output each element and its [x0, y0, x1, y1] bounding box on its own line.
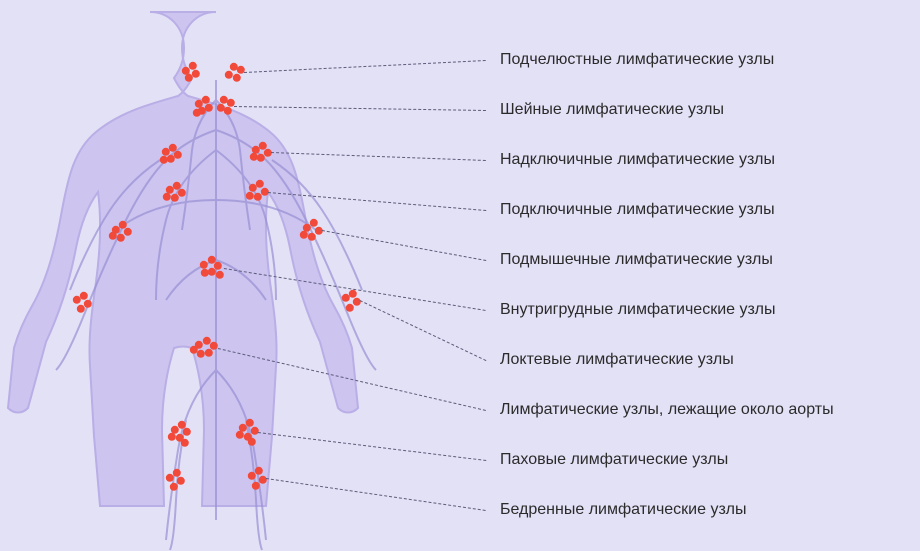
label-6: Локтевые лимфатические узлы — [500, 351, 734, 369]
label-1: Шейные лимфатические узлы — [500, 101, 724, 119]
label-0: Подчелюстные лимфатические узлы — [500, 51, 774, 69]
label-4: Подмышечные лимфатические узлы — [500, 251, 773, 269]
label-5: Внутригрудные лимфатические узлы — [500, 301, 775, 319]
label-9: Бедренные лимфатические узлы — [500, 501, 746, 519]
diagram-canvas: Подчелюстные лимфатические узлы Шейные ли… — [0, 0, 920, 551]
label-2: Надключичные лимфатические узлы — [500, 151, 775, 169]
label-3: Подключичные лимфатические узлы — [500, 201, 775, 219]
label-8: Паховые лимфатические узлы — [500, 451, 728, 469]
label-7: Лимфатические узлы, лежащие около аорты — [500, 401, 834, 419]
